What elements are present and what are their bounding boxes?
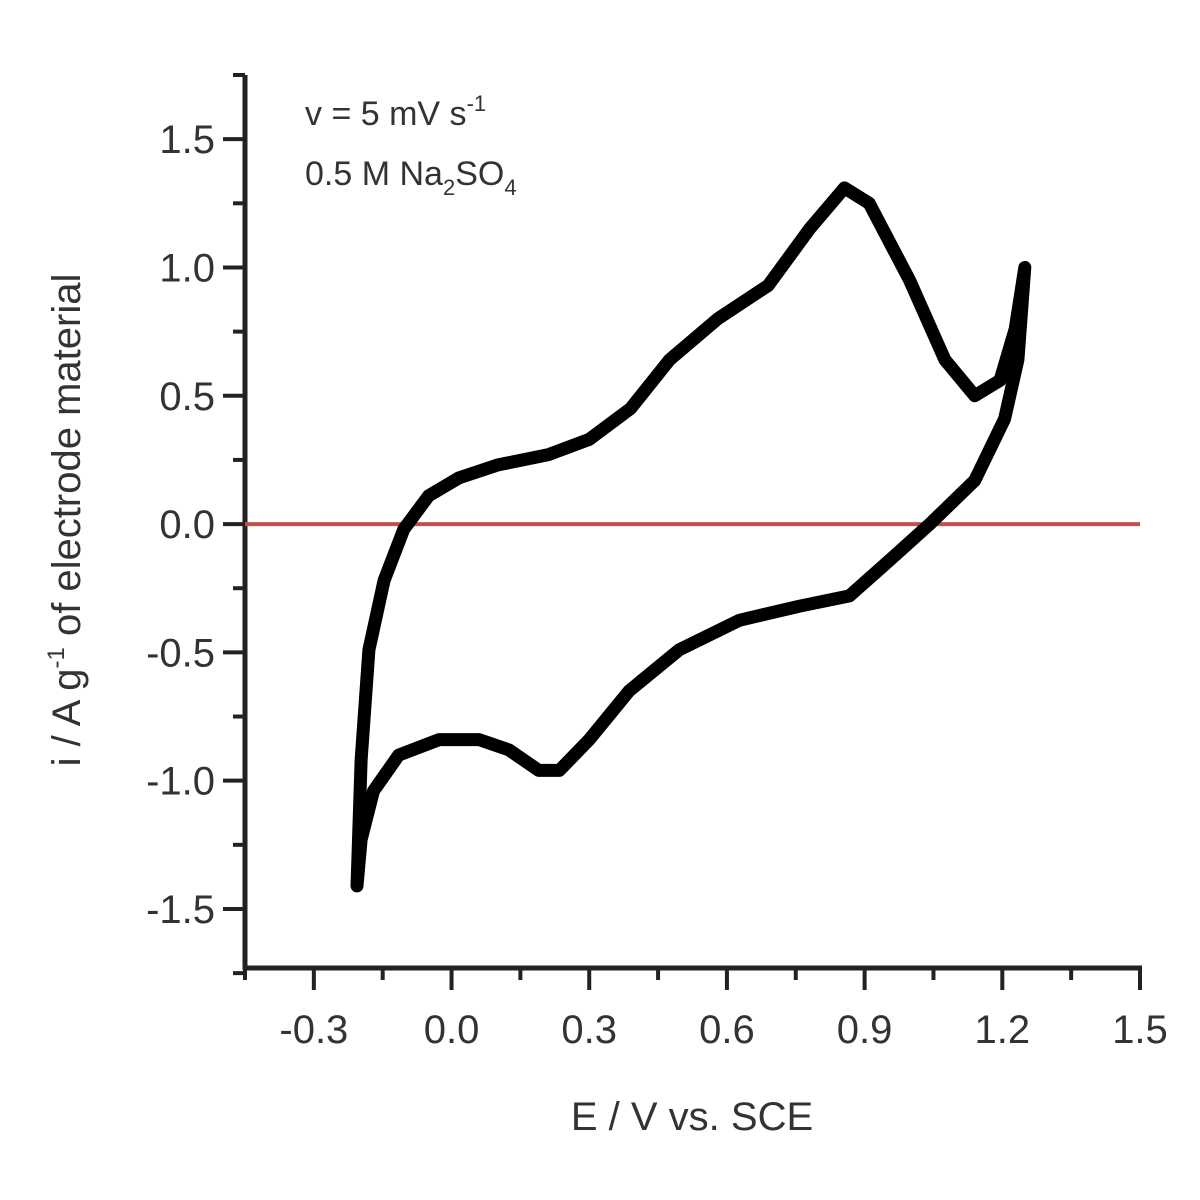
x-axis-label: E / V vs. SCE xyxy=(571,1095,813,1139)
annotation-sub: 4 xyxy=(504,175,516,200)
annotation-text: SO xyxy=(455,155,504,193)
x-tick-label: 0.9 xyxy=(837,1008,893,1052)
y-tick-label: 0.0 xyxy=(159,503,215,547)
y-tick-label: -1.0 xyxy=(146,760,215,804)
x-tick-label: 0.6 xyxy=(699,1008,755,1052)
x-tick-label: 0.3 xyxy=(561,1008,617,1052)
y-axis-label-sup: -1 xyxy=(43,647,70,668)
y-tick-label: -1.5 xyxy=(146,888,215,932)
annotation-sub: 2 xyxy=(443,175,455,200)
x-tick-label: 1.5 xyxy=(1112,1008,1168,1052)
x-tick-label: 1.2 xyxy=(975,1008,1031,1052)
y-axis-label-text: i / A g xyxy=(45,669,89,767)
y-axis-label-text: of electrode material xyxy=(45,274,89,648)
y-tick-label: 1.0 xyxy=(159,246,215,290)
cv-curve xyxy=(350,181,1032,893)
annotation: 0.5 M Na2SO4 xyxy=(305,155,517,200)
x-tick-label: 0.0 xyxy=(424,1008,480,1052)
y-axis-label: i / A g-1 of electrode material xyxy=(43,274,89,767)
y-tick-label: 0.5 xyxy=(159,375,215,419)
x-tick-label: -0.3 xyxy=(279,1008,348,1052)
annotation: v = 5 mV s-1 xyxy=(305,91,486,133)
y-tick-label: 1.5 xyxy=(159,118,215,162)
annotation-text: 0.5 M Na xyxy=(305,155,443,193)
annotation-sup: -1 xyxy=(467,91,487,116)
annotation-text: v = 5 mV s xyxy=(305,95,467,133)
y-tick-label: -0.5 xyxy=(146,631,215,675)
